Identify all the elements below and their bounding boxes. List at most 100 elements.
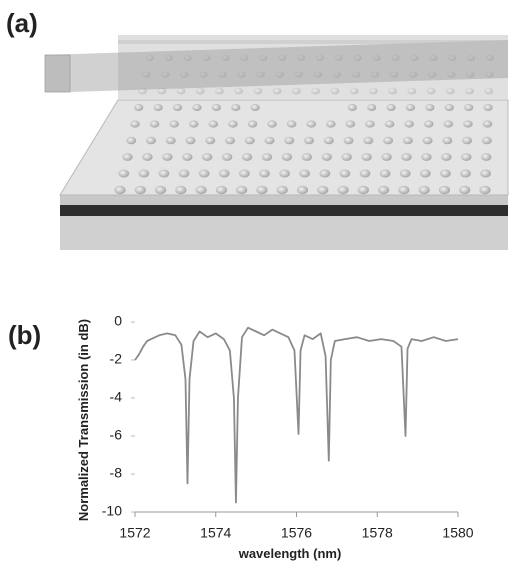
- hole: [319, 169, 331, 178]
- hole: [291, 87, 301, 95]
- hole: [426, 87, 436, 95]
- hole: [323, 136, 334, 145]
- hole: [408, 71, 418, 78]
- hole: [202, 153, 213, 161]
- hole: [198, 169, 210, 178]
- hole: [351, 71, 361, 78]
- hole: [443, 120, 454, 128]
- hole: [195, 185, 207, 195]
- hole: [154, 185, 167, 195]
- hole: [256, 185, 268, 195]
- hole: [484, 87, 494, 95]
- x-tick-label: 1574: [200, 525, 231, 541]
- hole: [175, 185, 187, 195]
- hole: [169, 120, 179, 128]
- hole: [349, 87, 359, 95]
- y-tick-label: -8: [110, 465, 123, 481]
- hole: [311, 87, 321, 95]
- hole: [237, 71, 246, 78]
- hole: [153, 104, 163, 111]
- hole: [381, 153, 392, 161]
- hole: [294, 71, 303, 78]
- hole: [404, 120, 414, 128]
- hole: [401, 153, 412, 161]
- hole: [146, 55, 154, 61]
- y-tick-label: -10: [102, 503, 122, 519]
- hole: [347, 104, 357, 111]
- hole: [427, 71, 437, 78]
- hole: [182, 153, 193, 161]
- hole: [372, 55, 381, 61]
- hole: [462, 136, 473, 145]
- hole: [259, 169, 270, 178]
- hole: [244, 136, 255, 145]
- cladding-top: [118, 35, 508, 44]
- hole: [172, 104, 183, 111]
- hole: [383, 136, 394, 145]
- hole: [188, 120, 199, 128]
- hole: [463, 120, 473, 128]
- hole: [339, 169, 351, 178]
- hole: [378, 185, 390, 195]
- hole: [367, 104, 377, 111]
- hole: [122, 153, 133, 161]
- hole: [363, 136, 374, 145]
- hole: [429, 55, 438, 61]
- hole: [461, 153, 472, 161]
- hole: [365, 120, 375, 128]
- hole: [421, 153, 432, 161]
- hole: [444, 104, 454, 111]
- hole: [313, 71, 323, 78]
- hole: [296, 185, 309, 195]
- hole: [334, 55, 343, 61]
- hole: [345, 120, 356, 128]
- hole: [275, 71, 284, 78]
- x-tick-label: 1580: [442, 525, 473, 541]
- hole: [299, 169, 311, 178]
- substrate-front: [60, 216, 508, 250]
- hole: [359, 169, 371, 178]
- hole: [114, 185, 126, 195]
- hole: [240, 55, 249, 61]
- hole: [321, 153, 333, 161]
- x-axis-title: wavelength (nm): [238, 546, 342, 561]
- hole: [384, 120, 395, 128]
- x-tick-label: 1578: [362, 525, 393, 541]
- hole: [368, 87, 378, 95]
- hole: [361, 153, 372, 161]
- hole: [225, 136, 236, 145]
- hole: [332, 71, 342, 78]
- hole: [460, 169, 471, 178]
- hole: [306, 120, 317, 128]
- hole: [256, 71, 265, 78]
- hole: [165, 136, 176, 145]
- hole: [192, 104, 202, 111]
- hole: [241, 153, 253, 161]
- hole: [157, 87, 167, 95]
- hole: [388, 87, 397, 95]
- hole: [330, 87, 340, 95]
- hole: [138, 169, 150, 178]
- hole: [286, 120, 297, 128]
- waveguide: [45, 40, 508, 92]
- hole: [195, 87, 205, 95]
- hole: [221, 153, 233, 161]
- oxide-layer: [60, 205, 508, 216]
- hole: [279, 169, 290, 178]
- hole: [422, 136, 433, 145]
- hole: [467, 55, 476, 61]
- hole: [440, 169, 451, 178]
- y-tick-label: -2: [110, 351, 123, 367]
- hole: [164, 55, 173, 61]
- hole: [410, 55, 419, 61]
- hole: [185, 136, 196, 145]
- hole: [448, 55, 457, 61]
- hole: [341, 153, 352, 161]
- hole: [218, 169, 230, 178]
- hole: [264, 136, 275, 145]
- hole: [134, 104, 144, 111]
- hole: [423, 120, 434, 128]
- hole: [281, 153, 293, 161]
- hole: [481, 153, 492, 161]
- hole: [130, 120, 140, 128]
